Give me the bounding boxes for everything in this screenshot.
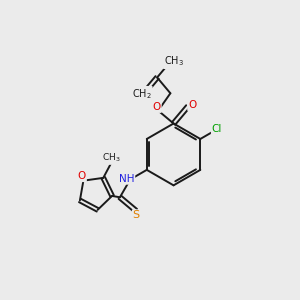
Text: O: O — [78, 171, 86, 181]
Text: NH: NH — [119, 174, 134, 184]
Text: CH$_3$: CH$_3$ — [164, 54, 184, 68]
Text: CH$_3$: CH$_3$ — [102, 152, 121, 164]
Text: CH$_2$: CH$_2$ — [132, 87, 152, 100]
Text: O: O — [153, 102, 161, 112]
Text: Cl: Cl — [212, 124, 222, 134]
Text: O: O — [188, 100, 196, 110]
Text: S: S — [133, 210, 140, 220]
